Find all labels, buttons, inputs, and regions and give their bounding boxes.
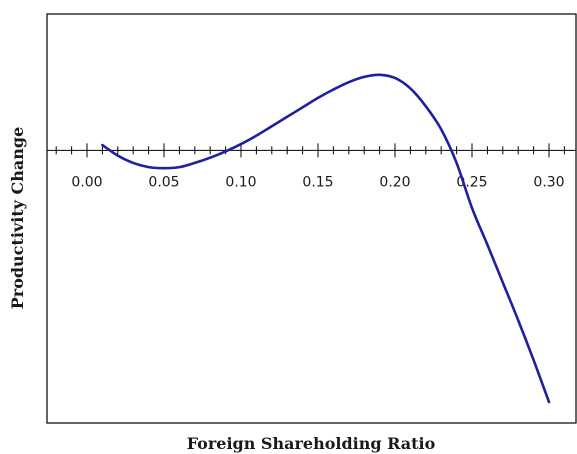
x-tick-label: 0.00 xyxy=(71,174,102,190)
x-tick-label: 0.10 xyxy=(225,174,256,190)
y-axis-title: Productivity Change xyxy=(8,127,27,310)
x-tick-label: 0.15 xyxy=(302,174,333,190)
series-group xyxy=(101,73,551,404)
x-tick-label: 0.05 xyxy=(148,174,179,190)
x-axis-title: Foreign Shareholding Ratio xyxy=(187,434,436,453)
x-tick-label: 0.30 xyxy=(533,174,564,190)
plot-frame xyxy=(46,13,577,424)
x-tick-label: 0.20 xyxy=(379,174,410,190)
series-line-0 xyxy=(101,73,551,404)
